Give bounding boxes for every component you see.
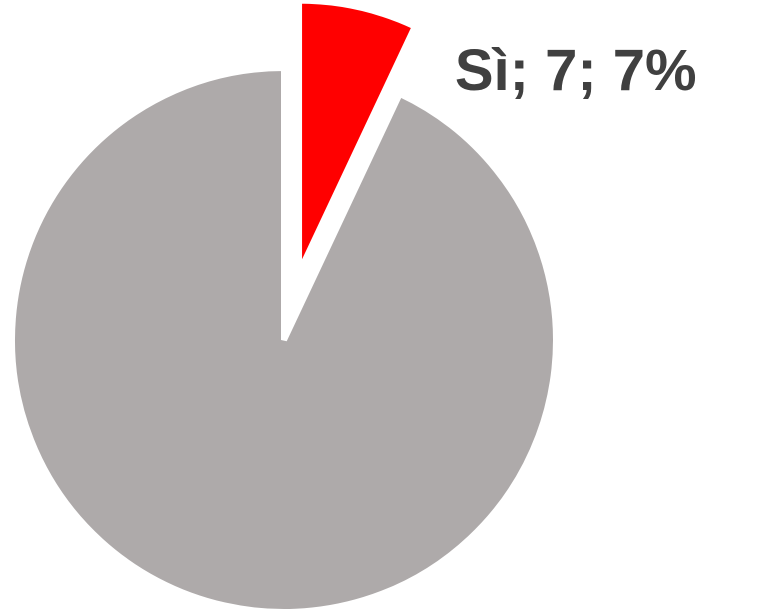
data-label: Sì; 7; 7%	[455, 38, 697, 103]
pie-slice	[296, 0, 419, 274]
pie-slice	[9, 64, 559, 612]
